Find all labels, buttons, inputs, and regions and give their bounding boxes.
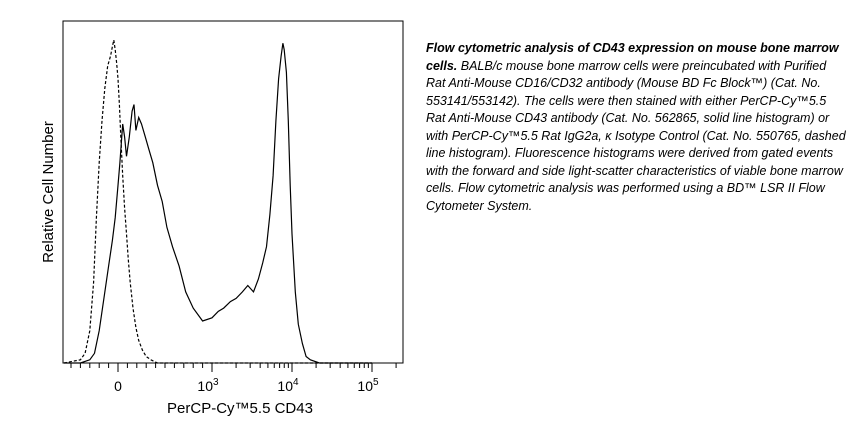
caption-body: BALB/c mouse bone marrow cells were prei… (426, 58, 846, 213)
figure-caption: Flow cytometric analysis of CD43 express… (426, 40, 846, 215)
histogram-chart: 0 103 104 105 PerCP-Cy™5.5 CD43 Relative Ce… (40, 20, 404, 417)
x-tick-label: 104 (277, 377, 299, 394)
x-tick-label: 105 (357, 377, 379, 394)
x-axis-ticks (70, 363, 397, 372)
plot-frame (62, 20, 404, 364)
y-axis-title: Relative Cell Number (40, 121, 57, 263)
x-axis-title: PerCP-Cy™5.5 CD43 (167, 400, 313, 417)
x-tick-label: 0 (114, 378, 122, 394)
cd43-histogram-line (64, 43, 372, 364)
x-tick-label: 103 (197, 377, 219, 394)
caption-lead: Flow cytometric analysis of CD43 express… (426, 41, 839, 73)
isotype-control-histogram-line (63, 39, 372, 364)
x-axis-tick-labels: 0 103 104 105 (114, 377, 379, 394)
